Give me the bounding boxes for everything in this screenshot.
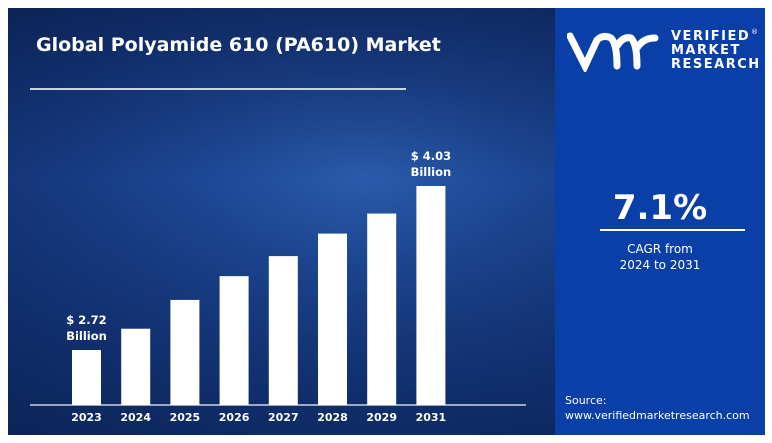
x-tick-label: 2029 — [366, 411, 397, 424]
registered-mark: ® — [751, 28, 758, 36]
chart-panel: Global Polyamide 610 (PA610) Market 2023… — [8, 8, 555, 435]
source-url[interactable]: www.verifiedmarketresearch.com — [565, 409, 750, 422]
x-tick-label: 2027 — [268, 411, 299, 424]
bar-2025 — [170, 299, 200, 405]
data-label: $ 4.03 — [411, 149, 451, 163]
x-tick-label: 2026 — [219, 411, 250, 424]
x-tick-label: 2031 — [416, 411, 447, 424]
brand-line2: MARKET — [671, 43, 741, 58]
bar-2023 — [72, 350, 101, 405]
x-tick-label: 2028 — [317, 411, 348, 424]
x-tick-label: 2025 — [170, 411, 201, 424]
cagr-label: CAGR from 2024 to 2031 — [555, 241, 765, 273]
source-label: Source: — [565, 394, 607, 407]
info-panel: VERIFIED MARKET RESEARCH ® 7.1% CAGR fro… — [555, 8, 765, 435]
cagr-label-line2: 2024 to 2031 — [619, 258, 701, 272]
title-divider — [30, 88, 406, 90]
bar-2026 — [219, 276, 249, 405]
cagr-label-line1: CAGR from — [627, 242, 693, 256]
cagr-value: 7.1% — [612, 188, 708, 228]
bar-chart: 2023 $ 2.72 Billion 2024 2025 2026 2027 2028 202… — [30, 149, 526, 424]
brand-line3: RESEARCH — [671, 57, 761, 72]
bar-2027 — [268, 256, 298, 405]
bar-2031 — [416, 186, 446, 405]
x-tick-label: 2023 — [71, 411, 102, 424]
cagr-divider — [600, 229, 745, 231]
source: Source: www.verifiedmarketresearch.com — [565, 393, 750, 423]
vmr-logo-icon — [567, 32, 659, 72]
data-label: Billion — [66, 329, 107, 343]
bar-2028 — [318, 233, 347, 405]
x-tick-label: 2024 — [120, 411, 151, 424]
bar-2029 — [367, 213, 397, 405]
brand-name: VERIFIED MARKET RESEARCH — [671, 30, 761, 72]
brand-line1: VERIFIED — [671, 29, 751, 44]
data-label: Billion — [411, 165, 452, 179]
chart-title: Global Polyamide 610 (PA610) Market — [36, 34, 441, 56]
data-label: $ 2.72 — [66, 313, 106, 327]
bar-2024 — [121, 328, 151, 405]
